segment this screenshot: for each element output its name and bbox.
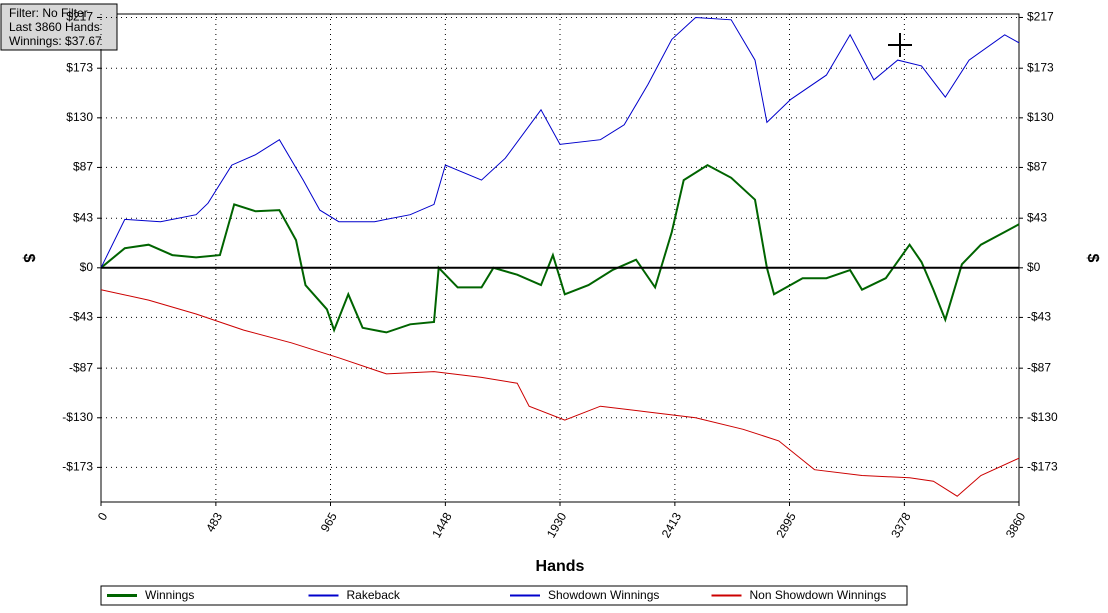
y-tick-label: -$130: [62, 410, 93, 424]
y2-tick-label: $87: [1027, 160, 1047, 174]
y2-tick-label: -$130: [1027, 410, 1058, 424]
y-tick-label: -$173: [62, 460, 93, 474]
info-box: [0, 3, 118, 51]
info-line: Filter: No Filter: [9, 6, 88, 20]
y-tick-label: $217: [66, 10, 93, 24]
y2-tick-label: -$173: [1027, 460, 1058, 474]
cursor: [888, 33, 912, 57]
y-tick-label: $43: [73, 210, 93, 224]
y-tick-label: -$43: [69, 310, 93, 324]
y-tick-label: -$87: [69, 360, 93, 374]
info-line: Last 3860 Hands: [9, 20, 100, 34]
legend: [100, 585, 908, 606]
y-tick-label: $173: [66, 60, 93, 74]
legend-label: Showdown Winnings: [548, 588, 659, 602]
y-tick-label: $87: [73, 160, 93, 174]
y2-axis-label: $: [1084, 254, 1101, 263]
legend-label: Winnings: [145, 588, 194, 602]
legend-label: Rakeback: [347, 588, 401, 602]
x-axis-label: Hands: [536, 558, 585, 575]
series-line: [100, 289, 1020, 497]
series-line: [100, 16, 1020, 269]
series-line: [100, 163, 1020, 334]
y2-tick-label: $217: [1027, 10, 1054, 24]
y2-tick-label: -$87: [1027, 360, 1051, 374]
y2-tick-label: $173: [1027, 60, 1054, 74]
y-axis-label: $: [20, 254, 37, 263]
y2-tick-label: $0: [1027, 260, 1041, 274]
y2-tick-label: $43: [1027, 210, 1047, 224]
legend-label: Non Showdown Winnings: [750, 588, 887, 602]
info-line: Winnings: $37.67: [9, 34, 102, 48]
y-tick-label: $0: [80, 260, 94, 274]
y-tick-label: $130: [66, 110, 93, 124]
y2-tick-label: -$43: [1027, 310, 1051, 324]
y2-tick-label: $130: [1027, 110, 1054, 124]
